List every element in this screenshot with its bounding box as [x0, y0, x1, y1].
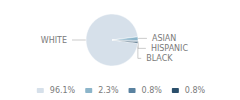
svg-text:WHITE: WHITE: [41, 36, 67, 45]
svg-text:0.8%: 0.8%: [185, 86, 206, 95]
svg-text:ASIAN: ASIAN: [152, 34, 176, 43]
svg-text:96.1%: 96.1%: [50, 86, 76, 95]
svg-text:BLACK: BLACK: [146, 54, 173, 63]
svg-text:0.8%: 0.8%: [142, 86, 163, 95]
svg-text:2.3%: 2.3%: [98, 86, 119, 95]
svg-text:HISPANIC: HISPANIC: [151, 44, 189, 53]
